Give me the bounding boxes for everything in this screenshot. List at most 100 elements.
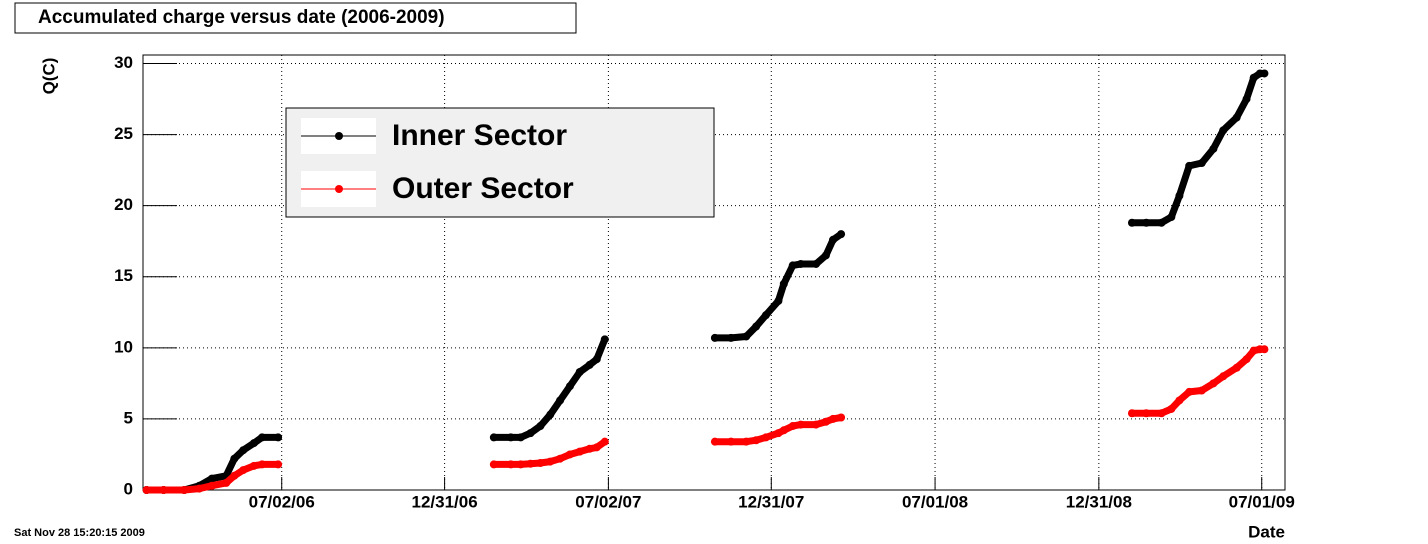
legend-marker — [335, 132, 343, 140]
data-point — [546, 457, 555, 466]
data-point — [536, 422, 545, 431]
data-point — [516, 460, 525, 469]
data-point — [536, 458, 545, 467]
data-point — [1157, 409, 1166, 418]
data-point — [258, 460, 267, 469]
data-point — [812, 259, 821, 268]
data-point — [489, 460, 498, 469]
data-point — [600, 335, 609, 344]
data-point — [752, 436, 761, 445]
data-point — [230, 471, 239, 480]
x-axis-label: Date — [1248, 522, 1285, 541]
data-point — [506, 460, 515, 469]
data-point — [1260, 69, 1269, 78]
y-tick-label: 10 — [114, 337, 133, 356]
data-point — [222, 478, 231, 487]
data-point — [1185, 387, 1194, 396]
x-tick-label: 07/01/09 — [1229, 492, 1295, 511]
data-point — [837, 230, 846, 239]
data-point — [565, 450, 574, 459]
data-point — [1219, 372, 1228, 381]
data-point — [1249, 73, 1258, 82]
data-point — [1260, 345, 1269, 354]
data-point — [710, 333, 719, 342]
data-point — [821, 417, 830, 426]
y-tick-label: 20 — [114, 195, 133, 214]
data-point — [249, 461, 258, 470]
data-point — [1127, 409, 1136, 418]
x-tick-label: 07/02/07 — [575, 492, 641, 511]
data-point — [274, 460, 283, 469]
data-point — [526, 429, 535, 438]
data-point — [585, 360, 594, 369]
data-point — [1232, 363, 1241, 372]
data-point — [727, 333, 736, 342]
data-point — [1219, 126, 1228, 135]
data-point — [837, 413, 846, 422]
data-point — [788, 422, 797, 431]
y-axis-label: Q(C) — [39, 58, 58, 95]
data-point — [506, 433, 515, 442]
data-point — [1127, 218, 1136, 227]
data-point — [1167, 213, 1176, 222]
data-point — [829, 235, 838, 244]
data-point — [829, 414, 838, 423]
data-point — [1197, 159, 1206, 168]
data-point — [592, 355, 601, 364]
legend-marker — [335, 185, 343, 193]
data-point — [779, 426, 788, 435]
x-tick-label: 12/31/07 — [738, 492, 804, 511]
data-point — [159, 486, 168, 494]
data-point — [1175, 191, 1184, 200]
data-point — [575, 368, 584, 377]
data-point — [727, 437, 736, 446]
data-point — [600, 437, 609, 446]
x-tick-label: 12/31/08 — [1066, 492, 1132, 511]
data-point — [1185, 161, 1194, 170]
title-box — [14, 2, 577, 34]
data-point — [821, 251, 830, 260]
data-point — [565, 382, 574, 391]
data-point — [752, 322, 761, 331]
data-point — [489, 433, 498, 442]
data-point — [180, 486, 189, 494]
data-point — [592, 443, 601, 452]
data-point — [1175, 396, 1184, 405]
y-tick-label: 0 — [124, 479, 133, 498]
data-point — [761, 311, 770, 320]
data-point — [1209, 144, 1218, 153]
data-point — [274, 433, 283, 442]
x-tick-label: 12/31/06 — [412, 492, 478, 511]
data-point — [788, 261, 797, 270]
data-point — [761, 433, 770, 442]
chart-title: Accumulated charge versus date (2006-200… — [38, 7, 445, 28]
data-point — [516, 433, 525, 442]
y-tick-label: 25 — [114, 124, 133, 143]
data-point — [546, 410, 555, 419]
y-tick-label: 30 — [114, 53, 133, 72]
data-point — [1157, 218, 1166, 227]
plot-area — [142, 55, 1285, 494]
data-point — [812, 420, 821, 429]
data-point — [258, 433, 267, 442]
data-point — [1209, 379, 1218, 388]
data-point — [1232, 113, 1241, 122]
data-point — [230, 454, 239, 463]
x-tick-label: 07/02/06 — [249, 492, 315, 511]
data-point — [1249, 346, 1258, 355]
timestamp: Sat Nov 28 15:20:15 2009 — [14, 527, 145, 539]
data-point — [1197, 386, 1206, 395]
x-tick-label: 07/01/08 — [902, 492, 968, 511]
data-point — [1242, 355, 1251, 364]
data-point — [710, 437, 719, 446]
data-point — [1142, 218, 1151, 227]
data-point — [239, 466, 248, 475]
data-point — [207, 474, 216, 483]
data-point — [142, 486, 151, 494]
data-point — [239, 446, 248, 455]
data-point — [575, 447, 584, 456]
data-point — [556, 396, 565, 405]
legend-label: Outer Sector — [392, 172, 574, 205]
data-point — [1242, 95, 1251, 104]
